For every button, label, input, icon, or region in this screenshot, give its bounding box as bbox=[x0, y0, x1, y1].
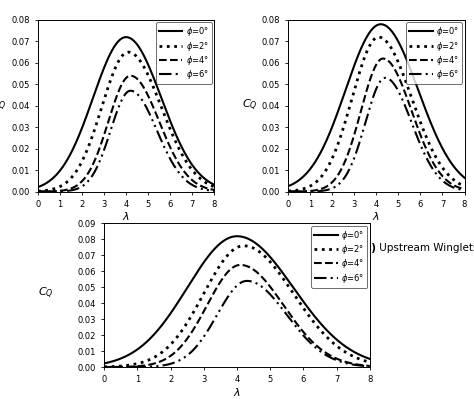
Text: (b): (b) bbox=[359, 243, 376, 253]
Y-axis label: $C_Q$: $C_Q$ bbox=[242, 97, 257, 113]
X-axis label: $\lambda$: $\lambda$ bbox=[373, 210, 380, 222]
Legend: $\phi$=0°, $\phi$=2°, $\phi$=4°, $\phi$=6°: $\phi$=0°, $\phi$=2°, $\phi$=4°, $\phi$=… bbox=[406, 22, 462, 84]
Legend: $\phi$=0°, $\phi$=2°, $\phi$=4°, $\phi$=6°: $\phi$=0°, $\phi$=2°, $\phi$=4°, $\phi$=… bbox=[156, 22, 212, 84]
Text: (a): (a) bbox=[109, 243, 126, 253]
X-axis label: $\lambda$: $\lambda$ bbox=[233, 386, 241, 398]
Text: Upstream Winglets: Upstream Winglets bbox=[376, 243, 474, 253]
Legend: $\phi$=0°, $\phi$=2°, $\phi$=4°, $\phi$=6°: $\phi$=0°, $\phi$=2°, $\phi$=4°, $\phi$=… bbox=[311, 226, 367, 288]
Y-axis label: $C_Q$: $C_Q$ bbox=[38, 286, 54, 301]
X-axis label: $\lambda$: $\lambda$ bbox=[122, 210, 130, 222]
Y-axis label: $C_Q$: $C_Q$ bbox=[0, 97, 7, 113]
Text: Without winglet: Without winglet bbox=[126, 243, 212, 253]
